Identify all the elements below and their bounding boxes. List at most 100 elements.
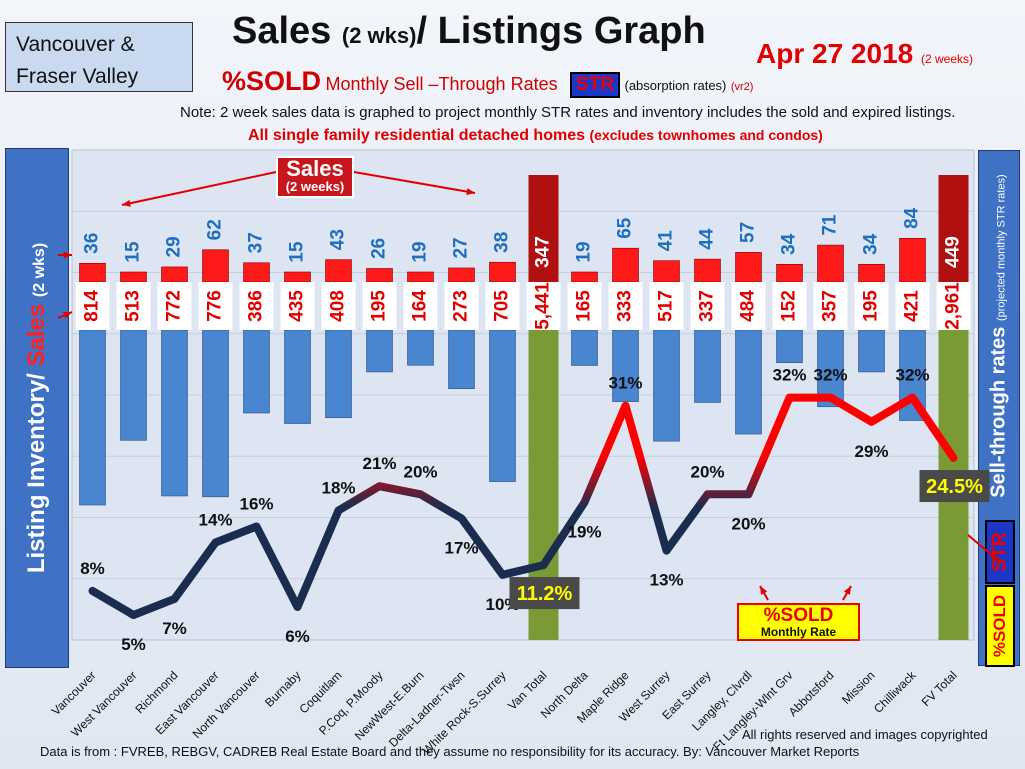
str-label: 8% (80, 559, 105, 578)
sales-arrow-left-head (122, 199, 131, 207)
sales-bar (489, 261, 516, 283)
inventory-axis-arrow-head (63, 312, 72, 319)
sold-badge-title: %SOLD (763, 605, 834, 626)
sales-label: 34 (861, 233, 882, 255)
str-total-label: 11.2% (517, 583, 573, 605)
str-label: 5% (121, 635, 146, 654)
inventory-label-box (608, 282, 643, 330)
sales-bar (938, 175, 969, 283)
inventory-bar (489, 329, 516, 482)
category-label: Chilliwack (871, 668, 919, 716)
inventory-label-box (403, 282, 438, 330)
region-line-1: Vancouver & (16, 33, 135, 56)
category-label: Mission (839, 668, 878, 707)
inventory-bar (366, 329, 393, 373)
inventory-label: 517 (656, 290, 677, 322)
inventory-bar (202, 329, 229, 498)
str-total-box (919, 470, 990, 503)
inventory-label: 421 (902, 290, 923, 322)
inventory-bar (325, 329, 352, 419)
str-legend-arrow-head (991, 553, 1000, 562)
sales-label: 29 (164, 236, 185, 257)
inventory-label-box (813, 282, 848, 330)
inventory-label: 337 (697, 290, 718, 322)
inventory-label: 165 (574, 290, 595, 322)
detached-note: All single family residential detached h… (248, 127, 823, 145)
inventory-bar (858, 329, 885, 373)
sales-bar (366, 268, 393, 283)
inventory-label: 772 (164, 290, 185, 322)
inventory-bar (407, 329, 434, 366)
sales-bar (817, 244, 844, 283)
sales-bar (612, 247, 639, 283)
sales-bar (571, 271, 598, 283)
str-label: 6% (285, 627, 310, 646)
sales-arrow-right-head (466, 188, 475, 196)
inventory-label: 386 (246, 290, 267, 322)
str-label: 31% (608, 374, 642, 393)
date-value: Apr 27 2018 (756, 38, 914, 69)
sales-bar (776, 264, 803, 283)
subtitle-absorption: (absorption rates) (624, 78, 727, 93)
sales-bar (161, 266, 188, 283)
sales-bar (899, 238, 926, 283)
sold-monthly-badge: %SOLD Monthly Rate (737, 603, 860, 641)
str-label: 20% (731, 514, 765, 533)
sales-label: 43 (328, 229, 349, 250)
inventory-label-box (321, 282, 356, 330)
inventory-label-box (239, 282, 274, 330)
sales-arrow-left (121, 171, 277, 206)
str-label: 19% (567, 522, 601, 541)
sales-bar (858, 264, 885, 283)
sales-label: 57 (738, 222, 759, 243)
legend-str: STR (985, 520, 1015, 584)
inventory-bar (776, 329, 803, 363)
inventory-label-box (854, 282, 889, 330)
str-label: 14% (198, 511, 232, 530)
inventory-label: 435 (287, 290, 308, 322)
sales-label: 15 (123, 241, 144, 263)
inventory-label-box (526, 282, 561, 330)
str-label: 16% (239, 494, 273, 513)
sales-bar (407, 271, 434, 283)
inventory-label-box (75, 282, 110, 330)
region-box: Vancouver & Fraser Valley (5, 22, 193, 92)
chart-subtitle: %SOLD Monthly Sell –Through Rates STR (a… (222, 66, 753, 98)
str-label: 32% (772, 366, 806, 385)
inventory-bar (161, 329, 188, 497)
str-label: 7% (162, 619, 187, 638)
sales-label: 34 (779, 233, 800, 255)
str-label: 21% (362, 454, 396, 473)
inventory-label-box (116, 282, 151, 330)
sales-bar (243, 262, 270, 283)
inventory-label: 705 (492, 290, 513, 322)
str-label: 32% (895, 366, 929, 385)
inventory-label: 484 (738, 290, 759, 322)
sales-label: 44 (697, 228, 718, 250)
inventory-label-box (936, 282, 971, 330)
inventory-bar (284, 329, 311, 424)
inventory-label: 195 (861, 290, 882, 322)
sales-bar (653, 260, 680, 283)
category-label: NewWest-E.Burn (352, 668, 427, 743)
sales-label: 15 (287, 241, 308, 263)
str-label: 17% (444, 538, 478, 557)
date-label: Apr 27 2018 (2 weeks) (756, 38, 973, 70)
sales-arrow-right (353, 171, 476, 194)
sales-label: 19 (410, 241, 431, 262)
inventory-label: 152 (779, 290, 800, 322)
subtitle-str-badge: STR (570, 72, 621, 98)
inventory-label: 776 (205, 290, 226, 322)
badge-arrow-right-head (843, 586, 851, 595)
sales-bar (528, 175, 559, 283)
region-line-2: Fraser Valley (16, 65, 139, 88)
inventory-bar (735, 329, 762, 435)
subtitle-version: (vr2) (730, 81, 754, 93)
sales-label: 36 (82, 233, 103, 254)
title-sales: Sales (232, 10, 332, 52)
str-line (88, 393, 958, 619)
sales-bar (325, 259, 352, 283)
title-rest: / Listings Graph (416, 10, 706, 52)
sales-label: 347 (533, 236, 554, 268)
